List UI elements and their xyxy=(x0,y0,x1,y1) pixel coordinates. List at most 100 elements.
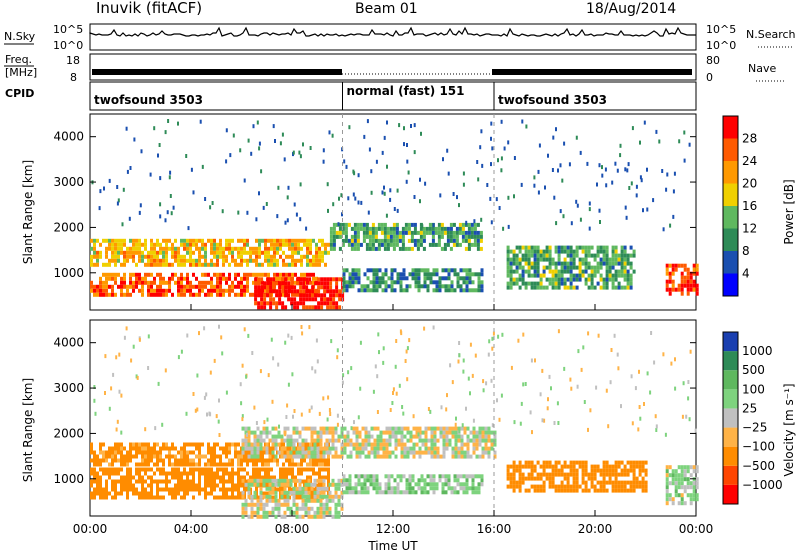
echo-band xyxy=(342,268,484,293)
echo-cell xyxy=(292,510,296,515)
echo-cell xyxy=(288,272,291,277)
echo-cell xyxy=(449,230,453,235)
echo-cell xyxy=(213,487,216,492)
echo-cell xyxy=(471,482,475,487)
echo-cell xyxy=(295,506,299,511)
echo-cell xyxy=(352,446,356,451)
echo-cell xyxy=(244,438,248,443)
echo-cell xyxy=(305,297,309,302)
echo-cell xyxy=(166,210,169,215)
echo-cell xyxy=(403,442,407,447)
echo-cell xyxy=(183,446,186,451)
echo-cell xyxy=(281,281,285,286)
echo-cell xyxy=(144,454,147,459)
echo-cell xyxy=(314,281,318,286)
echo-cell xyxy=(326,289,330,294)
echo-cell xyxy=(548,476,552,481)
echo-cell xyxy=(605,468,609,473)
echo-cell xyxy=(311,305,315,310)
echo-cell xyxy=(608,269,612,274)
echo-cell xyxy=(404,359,407,363)
echo-cell xyxy=(228,246,231,251)
echo-cell xyxy=(282,471,285,476)
echo-cell xyxy=(117,284,120,289)
echo-cell xyxy=(125,326,128,331)
echo-cell xyxy=(283,478,287,483)
echo-cell xyxy=(219,246,222,251)
echo-cell xyxy=(150,458,153,463)
echo-cell xyxy=(222,450,225,455)
echo-cell xyxy=(192,284,195,289)
echo-cell xyxy=(465,280,469,285)
echo-cell xyxy=(322,502,326,507)
echo-cell xyxy=(438,284,442,289)
echo-cell xyxy=(391,426,395,431)
echo-cell xyxy=(418,454,422,459)
echo-cell xyxy=(545,253,549,258)
echo-cell xyxy=(213,254,216,259)
echo-cell xyxy=(99,250,102,255)
echo-cell xyxy=(247,482,251,487)
echo-cell xyxy=(518,245,522,250)
echo-cell xyxy=(608,472,612,477)
echo-cell xyxy=(201,284,204,289)
echo-cell xyxy=(376,426,380,431)
echo-cell xyxy=(328,408,331,412)
echo-cell xyxy=(93,479,96,484)
echo-cell xyxy=(623,269,627,274)
echo-cell xyxy=(481,434,485,439)
echo-cell xyxy=(557,484,561,489)
echo-cell xyxy=(259,438,263,443)
echo-cell xyxy=(252,471,255,476)
echo-cell xyxy=(164,368,167,373)
echo-cell xyxy=(575,488,579,493)
echo-cell xyxy=(447,268,451,273)
echo-cell xyxy=(102,288,105,293)
echo-cell xyxy=(120,280,123,285)
echo-cell xyxy=(273,272,276,277)
echo-cell xyxy=(344,234,348,239)
echo-cell xyxy=(545,245,549,250)
echo-cell xyxy=(466,450,470,455)
echo-cell xyxy=(336,355,339,360)
echo-cell xyxy=(629,464,633,469)
echo-cell xyxy=(548,460,552,465)
echo-cell xyxy=(470,230,474,235)
echo-cell xyxy=(626,480,630,485)
echo-cell xyxy=(171,292,174,297)
echo-cell xyxy=(518,249,522,254)
echo-cell xyxy=(487,438,491,443)
echo-cell xyxy=(614,245,618,250)
echo-cell xyxy=(388,426,392,431)
echo-cell xyxy=(165,454,168,459)
echo-cell xyxy=(602,277,606,282)
echo-cell xyxy=(560,468,564,473)
echo-cell xyxy=(462,486,466,491)
echo-cell xyxy=(469,430,473,435)
echo-cell xyxy=(180,446,183,451)
echo-cell xyxy=(444,288,448,293)
echo-cell xyxy=(309,467,312,472)
echo-cell xyxy=(102,280,105,285)
echo-cell xyxy=(307,446,311,451)
echo-cell xyxy=(183,454,186,459)
echo-cell xyxy=(551,484,555,489)
echo-cell xyxy=(481,454,485,459)
freq-label-1: Freq. xyxy=(5,53,32,66)
echo-cell xyxy=(219,276,222,281)
echo-cell xyxy=(322,454,326,459)
echo-cell xyxy=(274,438,278,443)
echo-cell xyxy=(442,430,446,435)
echo-cell xyxy=(610,348,613,352)
echo-cell xyxy=(262,430,266,435)
echo-cell xyxy=(174,495,177,500)
echo-cell xyxy=(440,222,444,227)
echo-cell xyxy=(296,301,300,306)
echo-cell xyxy=(449,246,453,251)
echo-cell xyxy=(381,490,385,495)
echo-cell xyxy=(310,514,314,519)
echo-cell xyxy=(129,284,132,289)
echo-cell xyxy=(317,277,321,282)
echo-cell xyxy=(168,479,171,484)
echo-cell xyxy=(411,268,415,273)
